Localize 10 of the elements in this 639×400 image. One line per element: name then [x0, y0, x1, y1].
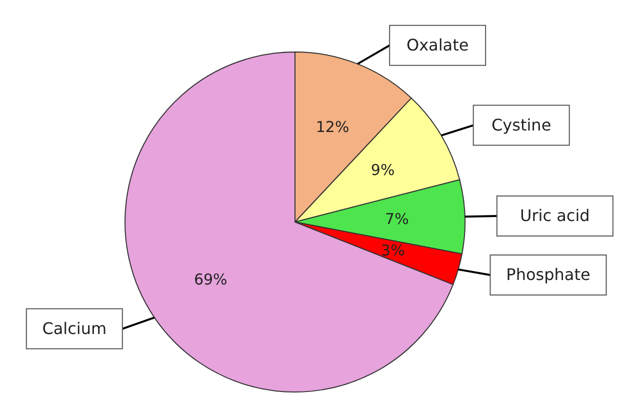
slice-label: Uric acid	[520, 206, 590, 226]
slice-label: Cystine	[491, 115, 552, 134]
data-label: 7%	[385, 210, 409, 228]
data-label: 9%	[370, 161, 395, 180]
slice-label: Calcium	[42, 318, 107, 338]
data-label: 3%	[381, 241, 405, 260]
slice-label: Phosphate	[506, 265, 590, 284]
data-label: 12%	[316, 118, 350, 136]
slice-label: Oxalate	[406, 35, 469, 54]
data-label: 69%	[194, 270, 228, 288]
